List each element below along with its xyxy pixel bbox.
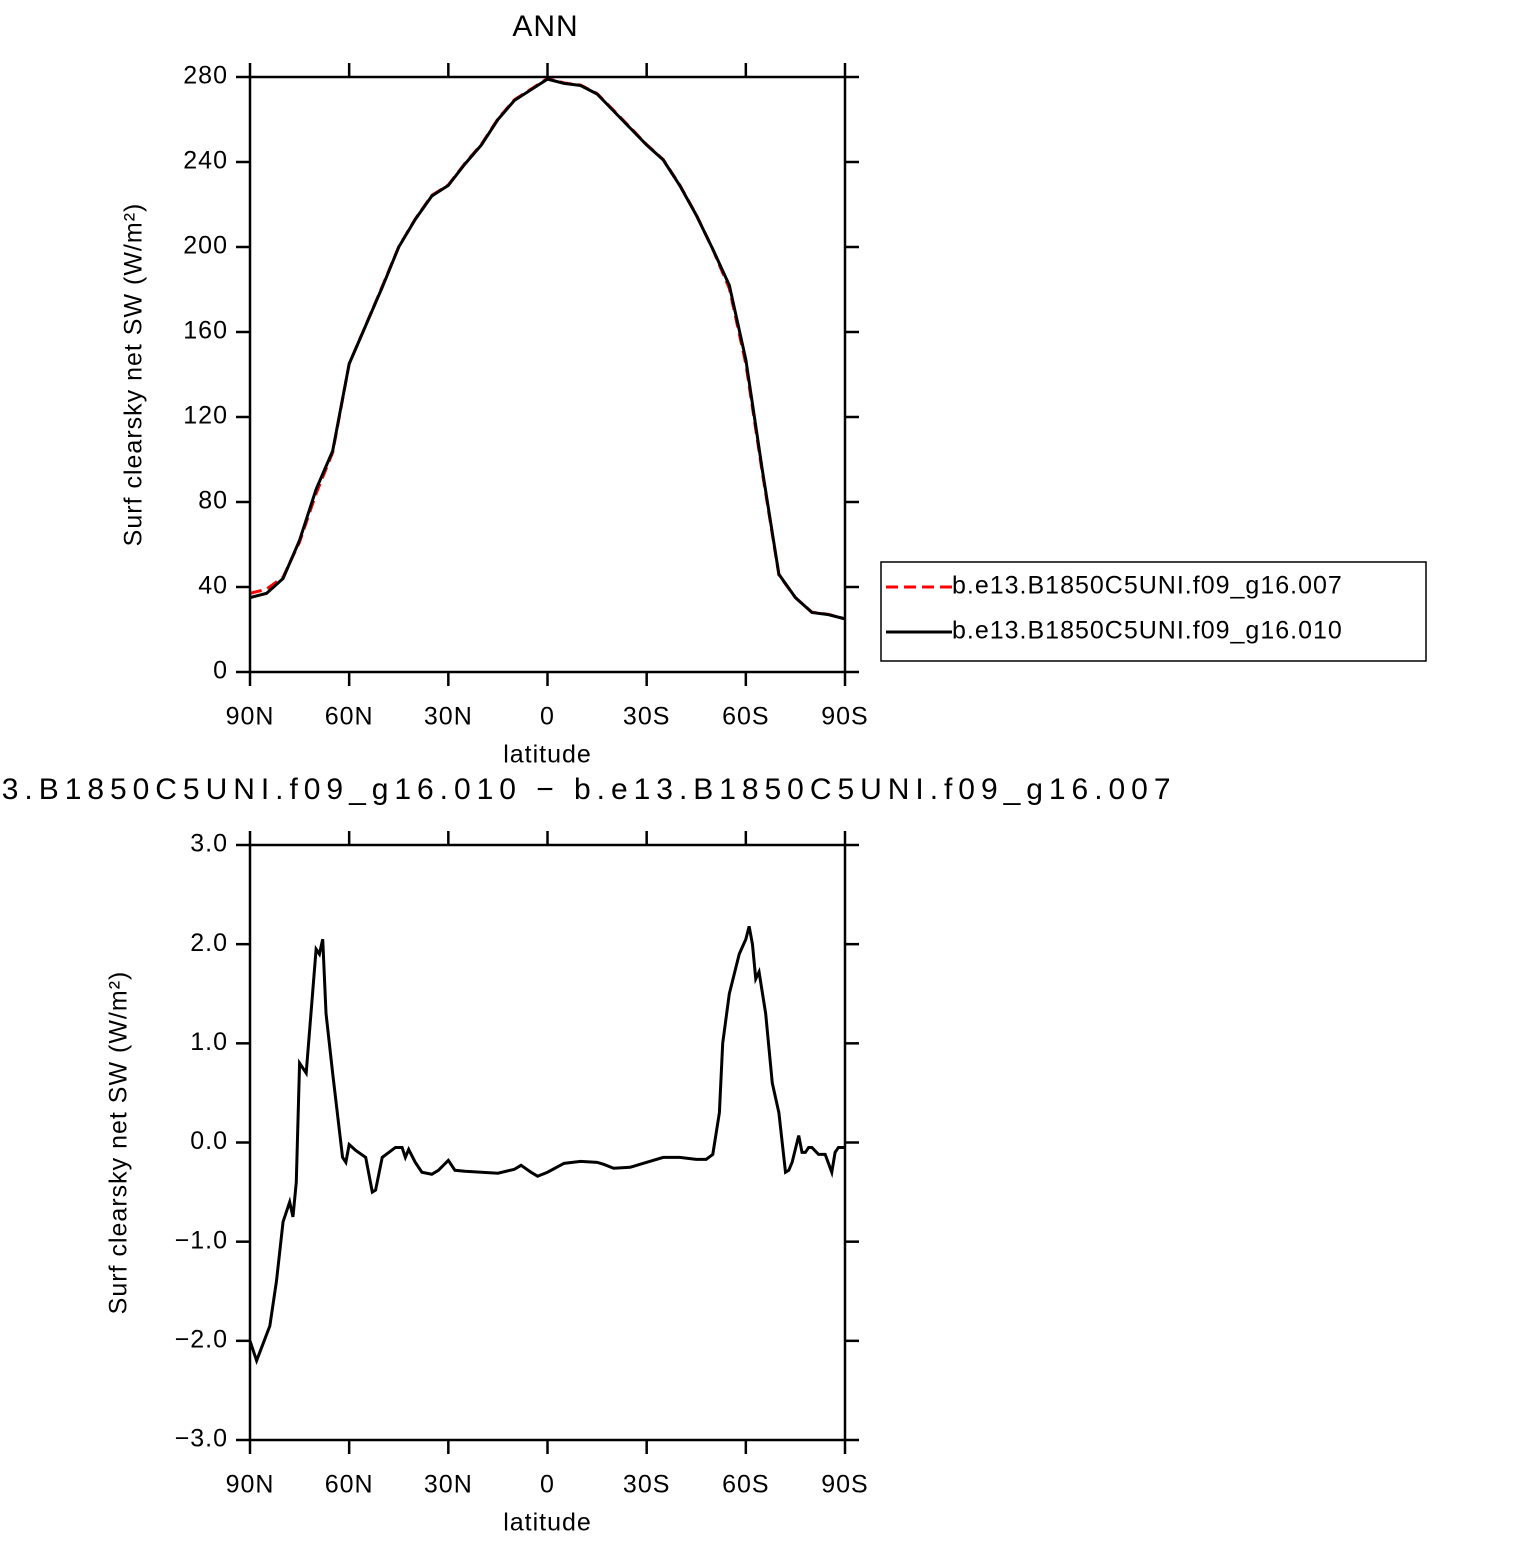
- legend-label: b.e13.B1850C5UNI.f09_g16.007: [952, 572, 1343, 600]
- x-axis-label: latitude: [503, 741, 592, 769]
- x-tick-label: 0: [540, 1471, 555, 1499]
- legend-label: b.e13.B1850C5UNI.f09_g16.010: [952, 617, 1343, 645]
- x-tick-label: 60S: [722, 703, 769, 731]
- x-tick-label: 30S: [623, 703, 670, 731]
- x-tick-label: 60N: [325, 1471, 374, 1499]
- y-axis-label: Surf clearsky net SW (W/m²): [105, 971, 133, 1315]
- chart-title: ANN: [512, 10, 578, 43]
- y-tick-label: 120: [183, 402, 228, 430]
- x-tick-label: 90N: [226, 703, 275, 731]
- y-tick-label: −1.0: [175, 1226, 228, 1254]
- y-tick-label: 0.0: [190, 1127, 228, 1155]
- y-tick-label: 240: [183, 147, 228, 175]
- data-line: [248, 925, 845, 1366]
- y-tick-label: 280: [183, 62, 228, 90]
- legend-box: [880, 561, 1427, 662]
- x-tick-label: 30N: [424, 1471, 473, 1499]
- plot-frame: [248, 843, 847, 1442]
- x-tick-label: 90N: [226, 1471, 275, 1499]
- y-tick-label: 160: [183, 317, 228, 345]
- y-tick-label: 2.0: [190, 929, 228, 957]
- y-tick-label: −2.0: [175, 1325, 228, 1353]
- x-tick-label: 0: [540, 703, 555, 731]
- x-tick-label: 60S: [722, 1471, 769, 1499]
- x-tick-label: 30S: [623, 1471, 670, 1499]
- y-tick-label: 200: [183, 232, 228, 260]
- chart-title: b.e13.B1850C5UNI.f09_g16.010 − b.e13.B18…: [0, 773, 1172, 806]
- y-tick-label: 80: [198, 487, 228, 515]
- y-tick-label: 1.0: [190, 1028, 228, 1056]
- y-tick-label: −3.0: [175, 1425, 228, 1453]
- x-tick-label: 60N: [325, 703, 374, 731]
- y-axis-label: Surf clearsky net SW (W/m²): [120, 203, 148, 547]
- x-tick-label: 30N: [424, 703, 473, 731]
- y-tick-label: 3.0: [190, 830, 228, 858]
- y-tick-label: 0: [213, 657, 228, 685]
- x-tick-label: 90S: [821, 1471, 868, 1499]
- x-tick-label: 90S: [821, 703, 868, 731]
- data-line: [249, 76, 846, 621]
- data-line: [249, 77, 846, 621]
- x-axis-label: latitude: [503, 1509, 592, 1537]
- plot-frame: [248, 75, 847, 674]
- y-tick-label: 40: [198, 572, 228, 600]
